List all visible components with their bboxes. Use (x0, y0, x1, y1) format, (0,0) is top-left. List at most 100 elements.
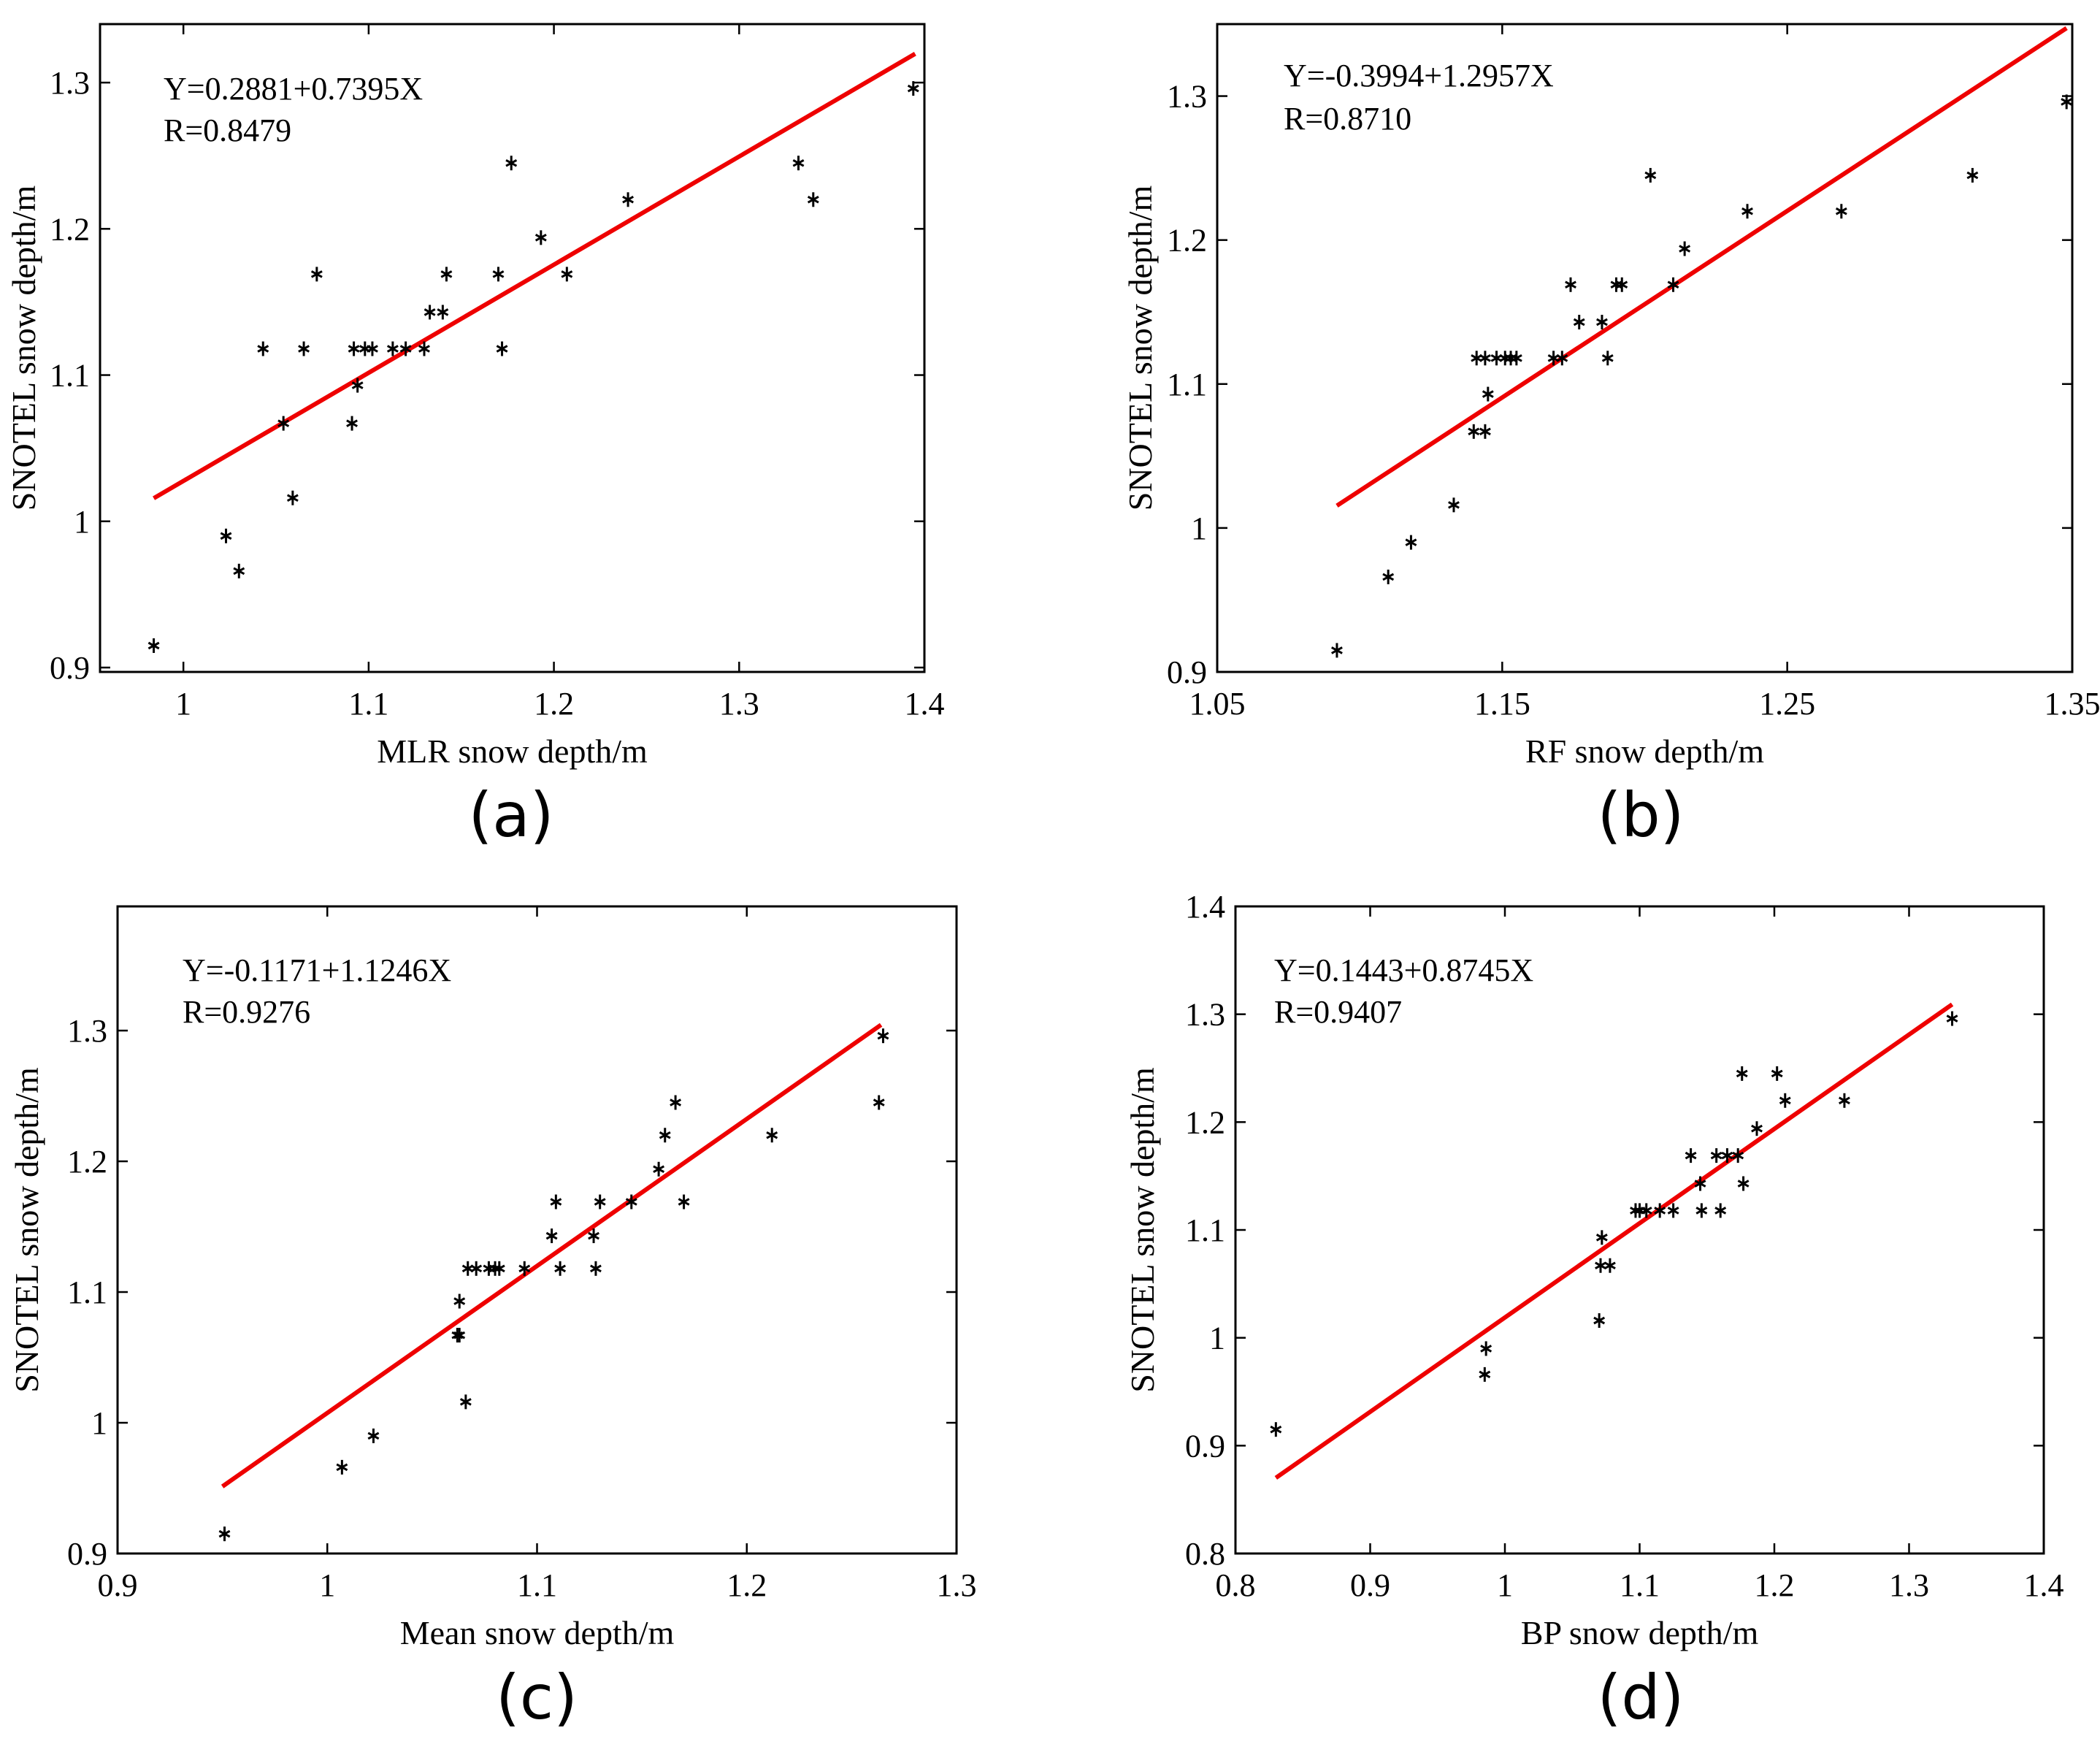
x-tick-label: 1.4 (905, 686, 945, 722)
data-point (1710, 1148, 1722, 1163)
correlation-text: R=0.8710 (1284, 101, 1411, 137)
data-point (1640, 1203, 1652, 1218)
data-point (298, 341, 310, 356)
data-point (1721, 1148, 1733, 1163)
data-point (545, 1228, 558, 1244)
x-tick-label: 1.1 (517, 1567, 557, 1603)
x-tick-label: 1.3 (937, 1567, 977, 1603)
y-tick-label: 1.1 (67, 1274, 107, 1310)
data-point (678, 1194, 690, 1209)
data-point (453, 1328, 466, 1343)
panel-a: 1 1.1 1.2 1.3 1.4 0.9 1 1.1 1.2 1.3 Y=0.2881+0.739… (5, 23, 945, 851)
x-tick-label: 1.35 (2045, 686, 2100, 722)
data-point (1966, 167, 1979, 183)
data-point (220, 528, 232, 543)
plot-frame (1216, 23, 2074, 673)
data-point (367, 341, 378, 356)
data-point (1482, 386, 1494, 402)
data-point (1679, 241, 1691, 256)
data-point (418, 341, 430, 356)
y-tick-label: 1.4 (1185, 889, 1225, 925)
data-point (1471, 351, 1483, 366)
data-point (1694, 1176, 1706, 1191)
data-point (907, 81, 919, 96)
data-point (1603, 1258, 1616, 1273)
x-tick-label: 1.05 (1189, 686, 1246, 722)
x-axis-label: BP snow depth/m (1521, 1614, 1759, 1651)
data-point (1573, 315, 1585, 330)
y-tick-label: 0.9 (67, 1536, 107, 1572)
data-point (625, 1194, 637, 1209)
x-tick-label: 1 (319, 1567, 335, 1603)
regression-equation: Y=0.2881+0.7395X (164, 71, 423, 107)
x-axis-label: MLR snow depth/m (377, 733, 648, 770)
data-point (1736, 1066, 1748, 1081)
data-point (807, 192, 819, 207)
x-tick-label: 1.2 (1755, 1567, 1795, 1603)
y-tick-label: 0.8 (1185, 1536, 1225, 1572)
data-point (1565, 277, 1576, 292)
x-tick-label: 1.2 (534, 686, 574, 722)
data-point (1732, 1148, 1744, 1163)
regression-equation: Y=-0.1171+1.1246X (183, 952, 451, 988)
y-tick-label: 1.3 (50, 65, 90, 101)
x-tick-label: 0.9 (98, 1567, 138, 1603)
y-tick-label: 1.1 (1185, 1212, 1225, 1248)
panel-d: 0.8 0.9 1 1.1 1.2 1.3 1.4 0.8 0.9 1 1.1 1.2 1.3 1.4 Y=… (1124, 889, 2064, 1733)
data-point (1737, 1176, 1750, 1191)
data-point (622, 192, 634, 207)
data-point (492, 267, 505, 282)
panel-label: (b) (1598, 779, 1685, 851)
data-point (2061, 94, 2073, 110)
data-point (1771, 1066, 1783, 1081)
y-axis-label: SNOTEL snow depth/m (8, 1067, 45, 1393)
y-tick-label: 0.9 (50, 650, 90, 686)
data-point (1779, 1093, 1791, 1108)
data-point (461, 1261, 474, 1276)
data-point (424, 305, 436, 320)
x-tick-label: 1.3 (719, 686, 759, 722)
data-point (594, 1194, 606, 1209)
y-tick-label: 1.3 (1167, 79, 1207, 115)
fit-line (1336, 26, 2068, 508)
fit-line (221, 1023, 883, 1488)
data-point (310, 267, 323, 282)
data-point (1695, 1203, 1708, 1218)
data-point (561, 267, 573, 282)
y-tick-label: 1.1 (50, 358, 90, 394)
data-point (1946, 1011, 1958, 1026)
data-point (1331, 643, 1343, 658)
correlation-text: R=0.8479 (164, 112, 291, 148)
data-point (1490, 351, 1503, 366)
panel-c: 0.9 1 1.1 1.2 1.3 0.9 1 1.1 1.2 1.3 Y=-0.1171+1.12… (8, 905, 977, 1733)
data-point (550, 1194, 562, 1209)
data-point (1405, 535, 1417, 550)
data-point (792, 156, 805, 171)
data-point (554, 1261, 567, 1276)
data-point (1468, 424, 1480, 439)
data-point (286, 490, 299, 505)
correlation-text: R=0.9407 (1274, 994, 1402, 1030)
data-point (336, 1459, 348, 1475)
data-point (1448, 497, 1460, 513)
data-point (1480, 1341, 1492, 1356)
data-point (346, 416, 358, 431)
y-tick-label: 1.3 (67, 1013, 107, 1049)
x-axis-label: RF snow depth/m (1525, 733, 1764, 770)
panel-b: 1.05 1.15 1.25 1.35 0.9 1 1.1 1.2 1.3 Y=-0.3994+1… (1122, 23, 2100, 851)
regression-equation: Y=-0.3994+1.2957X (1284, 58, 1554, 93)
x-tick-label: 1.3 (1889, 1567, 1929, 1603)
data-point (1270, 1422, 1282, 1437)
y-tick-label: 1.2 (1167, 223, 1207, 259)
data-point (505, 156, 518, 171)
data-point (1751, 1121, 1763, 1136)
y-tick-label: 1.2 (50, 211, 90, 247)
data-point (518, 1261, 531, 1276)
data-point (351, 378, 364, 393)
data-point (1479, 1367, 1491, 1382)
data-point (659, 1128, 671, 1143)
fit-line (1274, 1002, 1954, 1480)
data-point (766, 1128, 778, 1143)
data-point (1510, 351, 1522, 366)
